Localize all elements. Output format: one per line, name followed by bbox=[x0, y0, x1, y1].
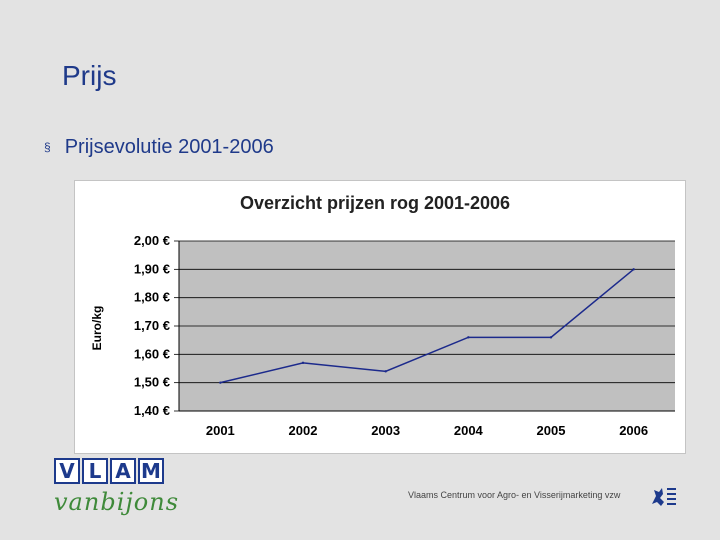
price-chart: Overzicht prijzen rog 2001-2006 Euro/kg … bbox=[90, 193, 675, 438]
logo-tagline: vanbijons bbox=[54, 488, 180, 516]
logo-letter: M bbox=[138, 458, 164, 484]
x-tick-label: 2006 bbox=[619, 423, 648, 438]
bullet-item: § Prijsevolutie 2001-2006 bbox=[44, 136, 274, 159]
y-tick-label: 1,80 € bbox=[134, 290, 170, 305]
series-layer bbox=[219, 268, 635, 384]
x-tick-label: 2005 bbox=[537, 423, 566, 438]
axis-ticks: 1,40 € 1,50 € 1,60 € 1,70 € 1,80 € 1,90 € 2,00… bbox=[134, 233, 675, 438]
x-tick-label: 2004 bbox=[454, 423, 484, 438]
bullet-text: Prijsevolutie 2001-2006 bbox=[64, 136, 274, 158]
logo-letter: V bbox=[54, 458, 80, 484]
x-tick-label: 2003 bbox=[371, 423, 400, 438]
data-point bbox=[384, 370, 387, 373]
y-tick-label: 1,70 € bbox=[134, 318, 170, 333]
x-tick-label: 2002 bbox=[289, 423, 318, 438]
x-tick-label: 2001 bbox=[206, 423, 235, 438]
series-line bbox=[220, 268, 635, 384]
organization-name: Vlaams Centrum voor Agro- en Visserijmar… bbox=[408, 490, 621, 500]
data-point bbox=[467, 336, 470, 339]
y-axis-label: Euro/kg bbox=[90, 306, 104, 351]
data-point bbox=[549, 336, 553, 339]
logo-letter: L bbox=[82, 458, 108, 484]
y-tick-label: 1,40 € bbox=[134, 403, 170, 418]
y-tick-label: 1,60 € bbox=[134, 346, 170, 361]
bullet-marker: § bbox=[44, 139, 51, 154]
chart-title: Overzicht prijzen rog 2001-2006 bbox=[240, 193, 510, 213]
data-point bbox=[301, 361, 305, 365]
data-point bbox=[219, 381, 222, 384]
y-tick-label: 1,50 € bbox=[134, 375, 170, 390]
logo-letter: A bbox=[110, 458, 136, 484]
y-tick-label: 2,00 € bbox=[134, 233, 170, 248]
y-tick-label: 1,90 € bbox=[134, 261, 170, 276]
slide-title: Prijs bbox=[62, 60, 117, 91]
data-point bbox=[632, 268, 635, 271]
chart-frame: Overzicht prijzen rog 2001-2006 Euro/kg … bbox=[74, 180, 686, 454]
flemish-lion-icon bbox=[652, 488, 676, 506]
